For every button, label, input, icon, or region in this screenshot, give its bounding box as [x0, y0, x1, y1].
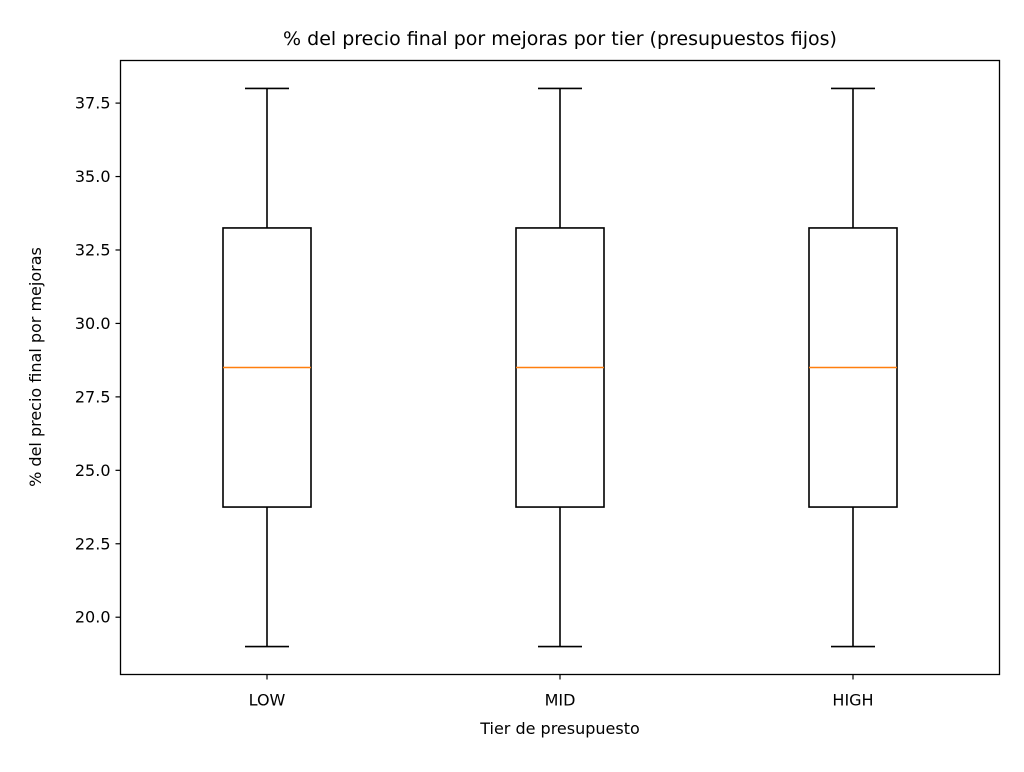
x-tick-label-mid: MID — [545, 691, 576, 710]
x-tick-label-high: HIGH — [832, 691, 873, 710]
y-tick-label: 27.5 — [75, 387, 111, 406]
y-tick-label: 20.0 — [75, 608, 111, 627]
box-low — [222, 87, 312, 648]
y-tick-label: 30.0 — [75, 314, 111, 333]
box-mid — [515, 87, 605, 648]
y-axis: 20.0 22.5 25.0 27.5 30.0 32.5 35.0 37.5 — [75, 94, 121, 627]
y-tick-label: 35.0 — [75, 167, 111, 186]
y-axis-label: % del precio final por mejoras — [26, 247, 45, 487]
plot-area — [222, 87, 898, 648]
x-axis: LOW MID HIGH — [249, 674, 874, 710]
y-tick-label: 25.0 — [75, 461, 111, 480]
box-high — [808, 87, 898, 648]
y-tick-label: 32.5 — [75, 240, 111, 259]
x-axis-label: Tier de presupuesto — [479, 719, 640, 738]
y-tick-label: 37.5 — [75, 94, 111, 113]
chart-title: % del precio final por mejoras por tier … — [283, 28, 837, 50]
x-tick-label-low: LOW — [249, 691, 286, 710]
y-tick-label: 22.5 — [75, 534, 111, 553]
